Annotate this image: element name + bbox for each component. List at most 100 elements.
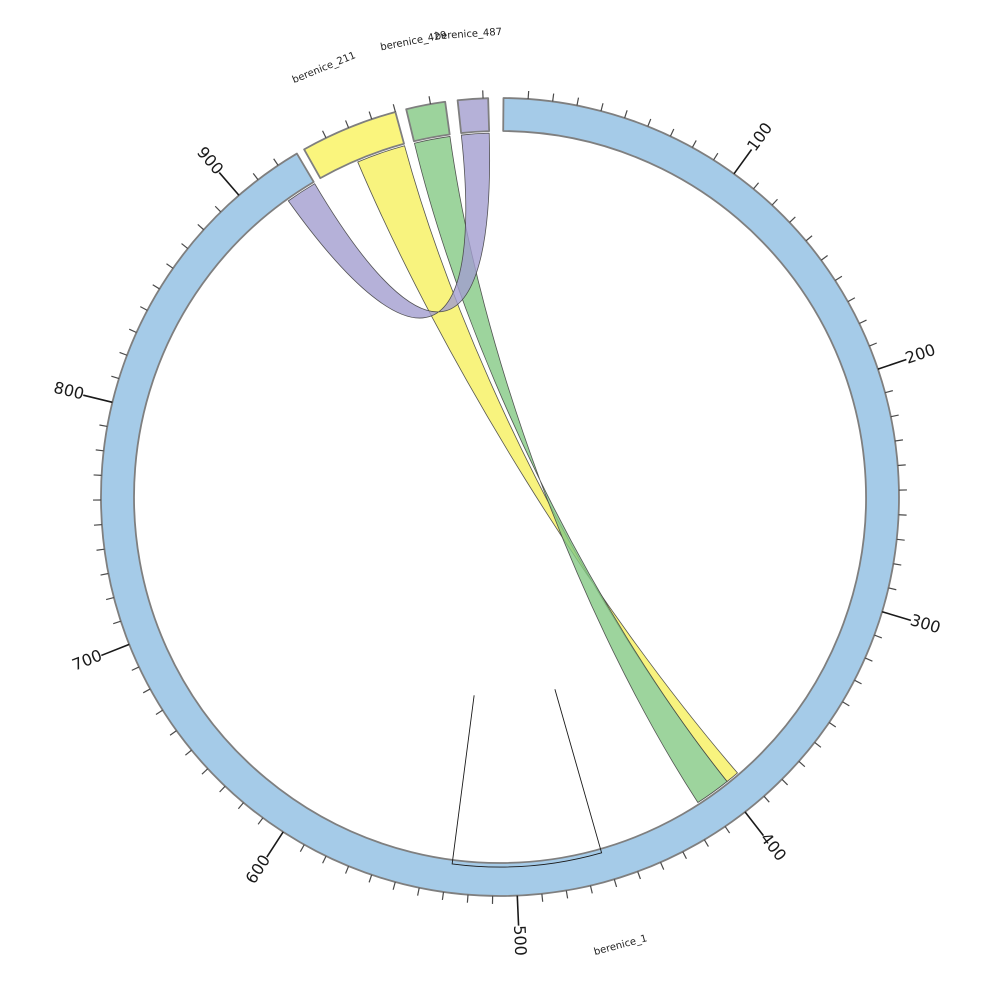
major-tick-berenice_1-700	[101, 643, 130, 657]
minor-tick-berenice_1-890	[214, 205, 222, 213]
minor-tick-berenice_1-370	[798, 760, 806, 768]
minor-tick-berenice_1-780	[95, 449, 104, 452]
minor-tick-berenice_1-120	[771, 198, 778, 206]
minor-tick-berenice_1-530	[441, 891, 445, 900]
minor-tick-berenice_1-630	[219, 785, 226, 793]
minor-tick-berenice_1-130	[789, 216, 796, 223]
minor-tick-berenice_1-830	[128, 328, 137, 334]
minor-tick-berenice_1-90	[713, 152, 719, 161]
minor-tick-berenice_1-60	[647, 118, 652, 127]
minor-tick-berenice_1-410	[724, 826, 731, 834]
minor-tick-berenice_1-620	[237, 802, 244, 810]
minor-tick-berenice_1-420	[703, 839, 709, 847]
minor-tick-berenice_1-210	[884, 390, 894, 394]
segment-label-berenice_1: berenice_1	[593, 933, 649, 958]
minor-tick-berenice_1-710	[113, 620, 122, 625]
major-tick-berenice_1-300	[881, 610, 912, 622]
major-tick-berenice_1-900	[218, 172, 240, 196]
minor-tick-berenice_1-170	[847, 297, 856, 303]
major-tick-berenice_1-500	[516, 895, 520, 926]
axis-tick-label-700: 700	[69, 646, 104, 675]
segment-arc-berenice_211	[303, 111, 405, 180]
minor-tick-berenice_211-10	[322, 130, 327, 139]
minor-tick-berenice_1-920	[273, 158, 279, 166]
segment-label-berenice_211: berenice_211	[291, 50, 358, 86]
segment-arc-berenice_429	[405, 100, 451, 143]
minor-tick-berenice_1-840	[139, 306, 148, 311]
minor-tick-berenice_1-590	[299, 844, 305, 852]
minor-tick-berenice_211-40	[392, 104, 396, 113]
minor-tick-berenice_429-10	[428, 96, 432, 105]
minor-tick-berenice_1-560	[368, 874, 373, 883]
minor-tick-berenice_1-740	[96, 548, 105, 551]
minor-tick-berenice_1-670	[155, 709, 164, 715]
minor-tick-berenice_1-30	[576, 97, 580, 106]
minor-tick-berenice_1-10	[527, 90, 530, 100]
minor-tick-berenice_1-360	[814, 741, 822, 748]
minor-tick-berenice_1-790	[99, 424, 108, 428]
minor-tick-berenice_1-520	[466, 894, 469, 903]
minor-tick-berenice_1-680	[142, 688, 151, 694]
minor-tick-berenice_1-470	[589, 885, 593, 894]
ribbon-berenice_211-to-berenice_1	[357, 145, 739, 783]
major-tick-berenice_1-100	[733, 149, 753, 175]
minor-tick-berenice_1-570	[345, 865, 350, 874]
minor-tick-berenice_1-480	[565, 890, 569, 899]
segment-label-berenice_487: berenice_487	[434, 27, 502, 43]
minor-tick-berenice_1-350	[828, 722, 837, 728]
minor-tick-berenice_1-430	[682, 851, 687, 860]
minor-tick-berenice_1-180	[859, 319, 867, 325]
minor-tick-berenice_1-110	[753, 182, 760, 190]
minor-tick-berenice_1-640	[201, 768, 209, 775]
minor-tick-berenice_1-440	[659, 862, 665, 870]
ribbon-berenice_1-to-berenice_487	[287, 132, 491, 319]
minor-tick-berenice_1-150	[820, 255, 828, 261]
minor-tick-berenice_1-80	[691, 140, 697, 148]
minor-tick-berenice_1-750	[93, 524, 103, 526]
segment-arc-berenice_1	[100, 97, 900, 897]
minor-tick-berenice_1-540	[417, 887, 420, 896]
minor-tick-berenice_1-720	[105, 596, 115, 601]
minor-tick-berenice_1-40	[600, 103, 604, 112]
minor-tick-berenice_1-460	[613, 879, 618, 888]
minor-tick-berenice_1-320	[864, 657, 873, 662]
minor-tick-berenice_1-660	[169, 730, 177, 736]
minor-tick-berenice_1-450	[637, 871, 641, 880]
minor-tick-berenice_1-690	[131, 666, 140, 671]
minor-tick-berenice_1-870	[181, 243, 189, 250]
minor-tick-berenice_1-220	[890, 414, 899, 418]
minor-tick-berenice_211-30	[368, 111, 373, 120]
minor-tick-berenice_1-270	[896, 538, 905, 541]
minor-tick-berenice_1-140	[805, 235, 813, 242]
major-tick-berenice_1-400	[744, 811, 765, 837]
minor-tick-berenice_1-160	[834, 275, 843, 282]
minor-tick-berenice_1-290	[888, 587, 897, 591]
minor-tick-berenice_1-390	[763, 795, 770, 803]
axis-tick-label-800: 800	[52, 378, 86, 404]
major-tick-berenice_1-200	[877, 358, 907, 370]
major-tick-berenice_1-600	[266, 831, 284, 858]
minor-tick-berenice_1-550	[392, 881, 396, 890]
axis-tick-label-100: 100	[743, 119, 776, 155]
minor-tick-berenice_1-580	[322, 855, 327, 864]
axis-tick-label-200: 200	[903, 340, 938, 368]
minor-tick-berenice_1-850	[152, 284, 160, 290]
axis-tick-label-600: 600	[242, 851, 275, 887]
minor-tick-berenice_1-610	[257, 817, 264, 825]
minor-tick-berenice_1-310	[874, 634, 883, 639]
axis-tick-label-900: 900	[193, 143, 227, 179]
minor-tick-berenice_1-340	[842, 701, 850, 707]
minor-tick-berenice_1-330	[854, 679, 862, 685]
axis-tick-label-500: 500	[510, 925, 530, 956]
segment-arc-berenice_487	[456, 97, 491, 134]
minor-tick-berenice_1-810	[111, 375, 120, 380]
minor-tick-berenice_1-910	[252, 172, 259, 181]
outlined-wedge-berenice_1	[451, 689, 603, 868]
axis-tick-label-300: 300	[908, 610, 943, 637]
minor-tick-berenice_1-70	[669, 128, 675, 137]
minor-tick-berenice_1-880	[197, 223, 205, 231]
minor-tick-berenice_1-490	[541, 893, 544, 902]
minor-tick-berenice_211-20	[345, 120, 350, 129]
